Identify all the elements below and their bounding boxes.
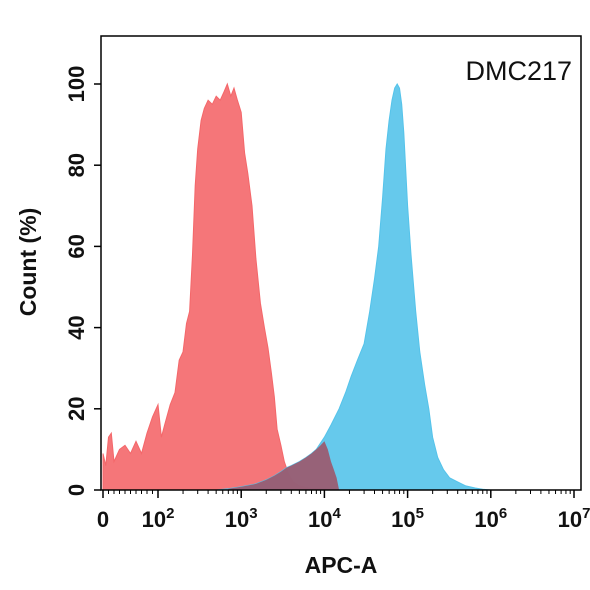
y-tick-label: 100	[64, 66, 89, 103]
x-axis-title: APC-A	[305, 552, 378, 578]
x-tick-label: 107	[558, 505, 590, 532]
y-axis-ticks: 0 20 40 60 80 100	[64, 66, 101, 496]
sample-annotation: DMC217	[465, 56, 572, 86]
y-tick-label: 40	[64, 315, 89, 339]
y-tick-label: 60	[64, 234, 89, 258]
histogram-red-population	[102, 82, 340, 491]
x-tick-label: 104	[308, 505, 341, 532]
x-axis-ticks: 0 102 103 104 105 106 107	[97, 490, 590, 532]
plot-frame	[100, 35, 582, 491]
y-tick-label: 80	[64, 153, 89, 177]
histogram-overlap-region	[228, 441, 340, 490]
x-tick-label: 0	[97, 507, 109, 532]
x-tick-label: 106	[474, 505, 507, 532]
histogram-areas	[102, 82, 491, 491]
x-tick-label: 103	[225, 505, 258, 532]
x-tick-label: 102	[142, 505, 175, 532]
y-axis-title: Count (%)	[15, 208, 41, 317]
y-tick-label: 20	[64, 397, 89, 421]
x-tick-label: 105	[391, 505, 424, 532]
y-tick-label: 0	[64, 484, 89, 496]
